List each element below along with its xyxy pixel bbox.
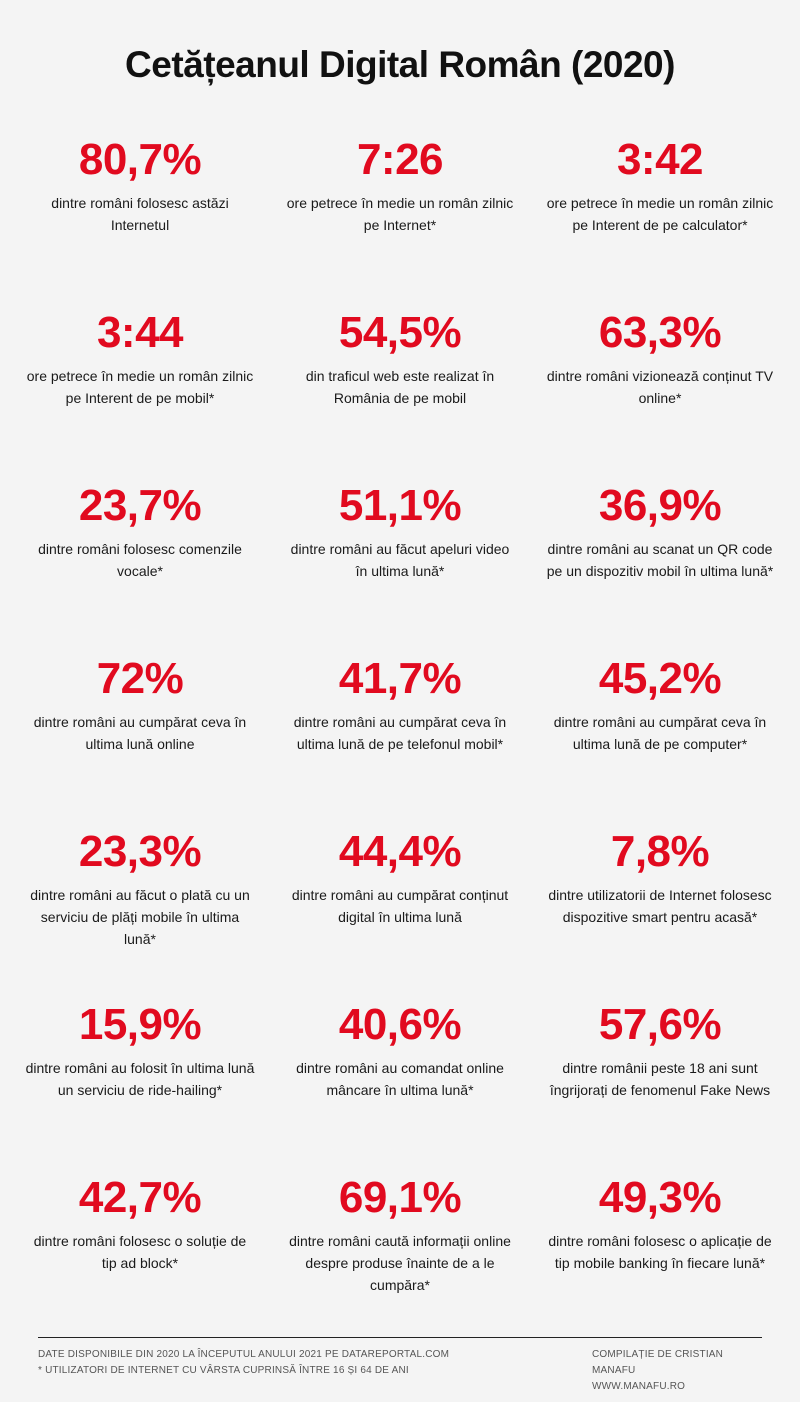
stat-card: 7,8% dintre utilizatorii de Internet folo… xyxy=(530,830,790,1003)
stat-description: din traficul web este realizat în Români… xyxy=(305,368,495,406)
footer-compiler: COMPILAȚIE DE CRISTIAN MANAFU xyxy=(592,1349,724,1376)
stat-value: 3:42 xyxy=(616,135,704,184)
stat-description: dintre români au cumpărat conținut digit… xyxy=(291,887,509,925)
stat-value: 49,3% xyxy=(598,1173,722,1222)
stat-card: 3:44 ore petrece în medie un român zilnic… xyxy=(10,311,270,484)
stat-description: dintre utilizatorii de Internet folosesc… xyxy=(548,887,772,925)
stat-value: 23,7% xyxy=(78,481,202,530)
stat-card: 54,5% din traficul web este realizat în R… xyxy=(270,311,530,484)
stat-description: dintre români au comandat online mâncare… xyxy=(296,1060,504,1098)
stat-card: 51,1% dintre români au făcut apeluri vide… xyxy=(270,484,530,657)
footer-credits: COMPILAȚIE DE CRISTIAN MANAFU WWW.MANAFU… xyxy=(592,1347,762,1395)
stat-description: ore petrece în medie un român zilnic pe … xyxy=(546,195,774,233)
stat-card: 23,7% dintre români folosesc comenzile vo… xyxy=(10,484,270,657)
stat-card: 7:26 ore petrece în medie un român zilnic… xyxy=(270,138,530,311)
stat-value: 44,4% xyxy=(338,827,462,876)
stat-card: 36,9% dintre români au scanat un QR code … xyxy=(530,484,790,657)
stat-description: dintre români au făcut apeluri video în … xyxy=(290,541,510,579)
stat-description: dintre români au făcut o plată cu un ser… xyxy=(30,887,250,947)
stat-card: 41,7% dintre români au cumpărat ceva în u… xyxy=(270,657,530,830)
footer-source: DATE DISPONIBILE DIN 2020 LA ÎNCEPUTUL A… xyxy=(38,1349,450,1360)
stat-value: 41,7% xyxy=(338,654,462,703)
stat-description: dintre români au cumpărat ceva în ultima… xyxy=(33,714,247,752)
stat-description: ore petrece în medie un român zilnic pe … xyxy=(26,368,254,406)
stat-card: 42,7% dintre români folosesc o soluție de… xyxy=(10,1176,270,1349)
stat-card: 80,7% dintre români folosesc astăzi Inter… xyxy=(10,138,270,311)
stat-card: 69,1% dintre români caută informații onli… xyxy=(270,1176,530,1349)
footer-website[interactable]: WWW.MANAFU.RO xyxy=(592,1381,686,1392)
stat-card: 3:42 ore petrece în medie un român zilnic… xyxy=(530,138,790,311)
stat-description: dintre români au cumpărat ceva în ultima… xyxy=(293,714,507,752)
stat-description: dintre români folosesc astăzi Internetul xyxy=(51,195,229,233)
stat-value: 40,6% xyxy=(338,1000,462,1049)
stat-description: dintre români folosesc comenzile vocale* xyxy=(38,541,242,579)
stat-card: 72% dintre români au cumpărat ceva în ult… xyxy=(10,657,270,830)
stat-description: dintre români folosesc o soluție de tip … xyxy=(33,1233,247,1271)
stat-value: 72% xyxy=(96,654,184,703)
stat-value: 3:44 xyxy=(96,308,184,357)
stat-description: dintre români au cumpărat ceva în ultima… xyxy=(553,714,767,752)
stat-description: dintre români vizionează conținut TV onl… xyxy=(546,368,774,406)
stat-value: 54,5% xyxy=(338,308,462,357)
stat-card: 63,3% dintre români vizionează conținut T… xyxy=(530,311,790,484)
stat-card: 23,3% dintre români au făcut o plată cu u… xyxy=(10,830,270,1003)
stat-value: 80,7% xyxy=(78,135,202,184)
stat-description: ore petrece în medie un român zilnic pe … xyxy=(286,195,514,233)
page-title: Cetățeanul Digital Român (2020) xyxy=(125,44,675,85)
stat-value: 69,1% xyxy=(338,1173,462,1222)
stat-value: 7:26 xyxy=(356,135,444,184)
stat-card: 49,3% dintre români folosesc o aplicație … xyxy=(530,1176,790,1349)
stat-card: 44,4% dintre români au cumpărat conținut … xyxy=(270,830,530,1003)
stats-grid: 80,7% dintre români folosesc astăzi Inter… xyxy=(10,138,790,1349)
stat-description: dintre români au folosit în ultima lună … xyxy=(25,1060,255,1098)
stat-value: 23,3% xyxy=(78,827,202,876)
stat-value: 15,9% xyxy=(78,1000,202,1049)
footer-notes: DATE DISPONIBILE DIN 2020 LA ÎNCEPUTUL A… xyxy=(38,1347,449,1395)
stat-description: dintre românii peste 18 ani sunt îngrijo… xyxy=(549,1060,771,1098)
stat-value: 63,3% xyxy=(598,308,722,357)
footer-note: * UTILIZATORI DE INTERNET CU VÂRSTA CUPR… xyxy=(38,1365,409,1376)
stat-card: 57,6% dintre românii peste 18 ani sunt în… xyxy=(530,1003,790,1176)
stat-value: 57,6% xyxy=(598,1000,722,1049)
stat-card: 45,2% dintre români au cumpărat ceva în u… xyxy=(530,657,790,830)
stat-card: 15,9% dintre români au folosit în ultima … xyxy=(10,1003,270,1176)
stat-value: 45,2% xyxy=(598,654,722,703)
stat-value: 42,7% xyxy=(78,1173,202,1222)
stat-description: dintre români folosesc o aplicație de ti… xyxy=(548,1233,772,1271)
stat-description: dintre români caută informații online de… xyxy=(289,1233,511,1293)
stat-value: 7,8% xyxy=(610,827,710,876)
footer: DATE DISPONIBILE DIN 2020 LA ÎNCEPUTUL A… xyxy=(38,1337,762,1395)
stat-description: dintre români au scanat un QR code pe un… xyxy=(546,541,774,579)
stat-value: 36,9% xyxy=(598,481,722,530)
stat-value: 51,1% xyxy=(338,481,462,530)
stat-card: 40,6% dintre români au comandat online mâ… xyxy=(270,1003,530,1176)
